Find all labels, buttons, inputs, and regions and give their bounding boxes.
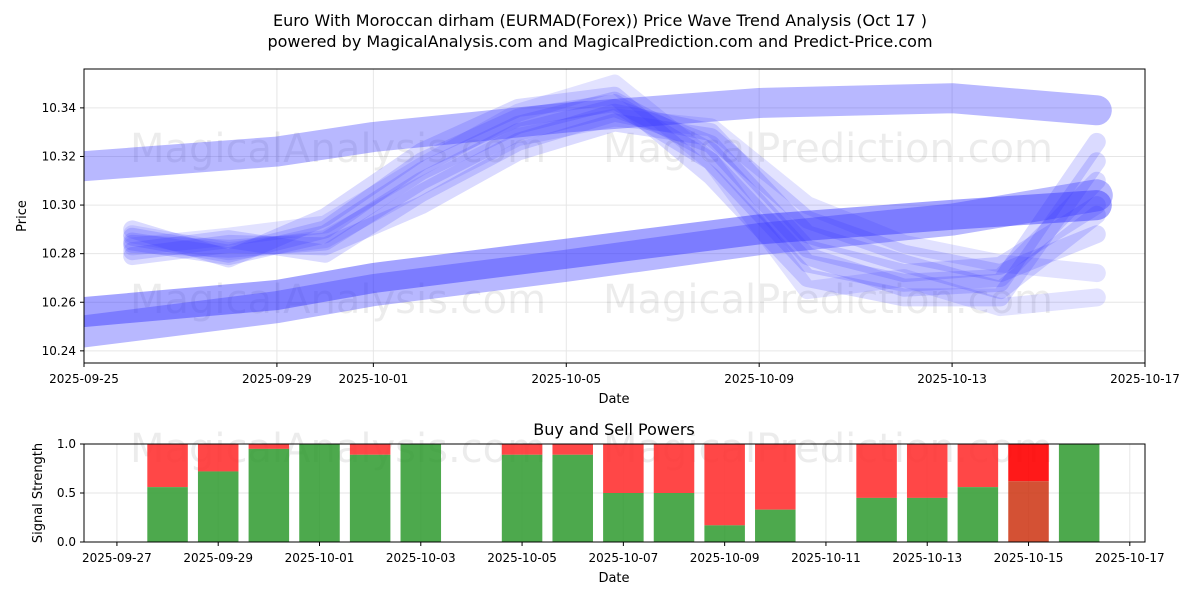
sell-bar [755, 444, 796, 510]
signal-x-tick-label: 2025-10-05 [487, 551, 557, 565]
price-series-lower-band-2 [84, 179, 1113, 348]
price-y-tick-label: 10.24 [42, 344, 76, 358]
price-x-tick-label: 2025-10-05 [531, 372, 601, 386]
price-y-tick-label: 10.32 [42, 149, 76, 163]
sell-bar [1008, 444, 1049, 482]
price-series-wave-8 [123, 108, 1106, 283]
price-chart: MagicalAnalysis.com MagicalPrediction.co… [15, 68, 1180, 407]
sell-bar [349, 444, 391, 455]
buy-bar [704, 525, 745, 542]
buy-bar [197, 471, 239, 542]
sell-bar [248, 444, 290, 449]
sell-bar [957, 444, 999, 488]
signal-x-tick-label: 2025-10-17 [1095, 551, 1165, 565]
sell-bar [552, 444, 593, 455]
price-x-tick-label: 2025-10-13 [917, 372, 987, 386]
sell-bar [906, 444, 948, 498]
buy-bar [248, 448, 290, 542]
watermark-prediction-bottom: MagicalPrediction.com [603, 277, 1053, 323]
price-x-axis-label: Date [598, 392, 629, 407]
price-series [84, 74, 1113, 348]
price-watermarks: MagicalAnalysis.com MagicalPrediction.co… [130, 126, 1053, 323]
chart-title-line2: powered by MagicalAnalysis.com and Magic… [267, 32, 932, 51]
watermark-analysis-bottom: MagicalAnalysis.com [130, 277, 546, 323]
signal-x-tick-label: 2025-10-15 [994, 551, 1064, 565]
price-x-tick-label: 2025-10-09 [724, 372, 794, 386]
price-y-tick-label: 10.28 [42, 247, 76, 261]
signal-x-tick-label: 2025-09-27 [82, 551, 152, 565]
buy-bar [603, 493, 644, 542]
watermark-analysis-top: MagicalAnalysis.com [130, 126, 546, 172]
price-series-wave-7 [123, 74, 1106, 317]
price-series-wave-4 [123, 86, 1106, 307]
price-x-tick-label: 2025-10-01 [338, 372, 408, 386]
signal-x-ticks: 2025-09-27 2025-09-29 2025-10-01 2025-10-03… [82, 542, 1165, 565]
price-grid [83, 69, 1146, 363]
signal-y-tick-label: 1.0 [57, 437, 76, 451]
price-plot-area [84, 69, 1145, 363]
signal-x-axis-label: Date [598, 571, 629, 586]
price-y-tick-label: 10.34 [42, 101, 76, 115]
price-x-ticks: 2025-09-25 2025-09-29 2025-10-01 2025-10-05… [49, 363, 1180, 386]
signal-x-tick-label: 2025-10-11 [791, 551, 861, 565]
sell-bar [653, 444, 695, 493]
price-y-tick-label: 10.30 [42, 198, 76, 212]
signal-x-tick-label: 2025-10-09 [690, 551, 760, 565]
signal-x-tick-label: 2025-10-07 [588, 551, 658, 565]
watermark-prediction-top: MagicalPrediction.com [603, 126, 1053, 172]
price-series-upper-band [84, 83, 1112, 182]
signal-x-tick-label: 2025-09-29 [183, 551, 253, 565]
price-y-axis-label: Price [15, 200, 30, 232]
price-plot-frame [83, 68, 1146, 364]
buy-bar [299, 444, 340, 542]
signal-x-tick-label: 2025-10-01 [285, 551, 355, 565]
signal-y-tick-label: 0.0 [57, 535, 76, 549]
price-series-wave-1 [123, 98, 1106, 283]
price-y-tick-label: 10.26 [42, 295, 76, 309]
price-series-lower-band-1 [84, 190, 1112, 327]
price-x-tick-label: 2025-09-25 [49, 372, 119, 386]
buy-bar [349, 454, 391, 542]
price-series-wave-5 [123, 113, 1106, 283]
signal-bars [147, 444, 1100, 542]
price-series-wave-3 [123, 103, 1106, 300]
signal-y-tick-label: 0.5 [57, 486, 76, 500]
price-y-ticks: 10.24 10.26 10.28 10.30 10.32 10.34 [42, 101, 84, 358]
sell-bar [704, 444, 745, 526]
buy-bar [856, 497, 897, 542]
buy-bar [653, 493, 695, 542]
signal-chart: Buy and Sell Powers MagicalAnalysis.com … [31, 420, 1165, 586]
price-series-wave-6 [123, 91, 1106, 297]
price-series-wave-2 [123, 94, 1106, 292]
buy-bar [552, 454, 593, 542]
buy-bar [755, 509, 796, 542]
price-x-tick-label: 2025-10-17 [1110, 372, 1180, 386]
signal-x-tick-label: 2025-10-03 [386, 551, 456, 565]
sell-bar [501, 444, 543, 455]
signal-y-ticks: 0.0 0.5 1.0 [57, 437, 84, 549]
signal-chart-title: Buy and Sell Powers [533, 420, 695, 439]
buy-bar [1008, 481, 1049, 542]
signal-y-axis-label: Signal Strength [31, 443, 46, 543]
sell-bar [856, 444, 897, 498]
buy-bar [501, 454, 543, 542]
buy-bar [400, 444, 442, 542]
buy-bar [906, 497, 948, 542]
buy-bar [957, 487, 999, 542]
sell-bar [197, 444, 239, 472]
sell-bar [603, 444, 644, 493]
price-x-tick-label: 2025-09-29 [242, 372, 312, 386]
buy-bar [1058, 444, 1100, 542]
sell-bar [147, 444, 188, 488]
signal-x-tick-label: 2025-10-13 [892, 551, 962, 565]
chart-title-line1: Euro With Moroccan dirham (EURMAD(Forex)… [273, 11, 927, 30]
buy-bar [147, 487, 188, 542]
